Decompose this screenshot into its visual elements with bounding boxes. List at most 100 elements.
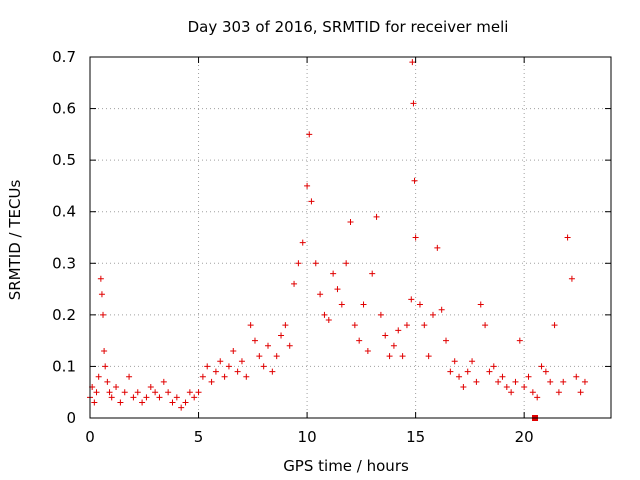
data-point xyxy=(351,322,358,329)
data-point xyxy=(195,389,202,396)
data-point xyxy=(169,399,176,406)
x-axis-ticks: 0 5 10 15 20 xyxy=(85,57,534,446)
data-point xyxy=(410,100,417,107)
data-point xyxy=(577,389,584,396)
data-point xyxy=(538,363,545,370)
data-point xyxy=(204,363,211,370)
data-point xyxy=(386,353,393,360)
data-point xyxy=(443,337,450,344)
data-point xyxy=(97,275,104,282)
data-point xyxy=(516,337,523,344)
data-point xyxy=(98,291,105,298)
data-point xyxy=(265,342,272,349)
data-point xyxy=(555,389,562,396)
data-point xyxy=(486,368,493,375)
data-point xyxy=(93,389,100,396)
data-point xyxy=(325,317,332,324)
data-point xyxy=(403,322,410,329)
data-point xyxy=(102,363,109,370)
data-point xyxy=(456,373,463,380)
y-tick-label: 0.7 xyxy=(52,48,76,66)
data-point xyxy=(147,384,154,391)
data-point xyxy=(299,239,306,246)
data-point xyxy=(547,378,554,385)
data-point xyxy=(564,234,571,241)
data-point xyxy=(217,358,224,365)
data-point xyxy=(199,373,206,380)
data-point xyxy=(286,342,293,349)
data-point xyxy=(490,363,497,370)
data-point xyxy=(438,306,445,313)
x-axis-label: GPS time / hours xyxy=(283,457,409,475)
data-point xyxy=(338,301,345,308)
data-point xyxy=(377,311,384,318)
data-point xyxy=(409,59,416,66)
data-point xyxy=(529,389,536,396)
data-point xyxy=(251,337,258,344)
data-point xyxy=(269,368,276,375)
data-point xyxy=(347,219,354,226)
data-point xyxy=(568,275,575,282)
data-point xyxy=(121,389,128,396)
data-point xyxy=(156,394,163,401)
data-point xyxy=(221,373,228,380)
data-point xyxy=(581,378,588,385)
data-point xyxy=(91,399,98,406)
data-point xyxy=(573,373,580,380)
data-point xyxy=(139,399,146,406)
data-point xyxy=(212,368,219,375)
data-point xyxy=(503,384,510,391)
data-point xyxy=(473,378,480,385)
data-point xyxy=(334,286,341,293)
data-point xyxy=(521,384,528,391)
data-point xyxy=(390,342,397,349)
data-point xyxy=(230,347,237,354)
data-point xyxy=(165,389,172,396)
data-point xyxy=(482,322,489,329)
data-point xyxy=(495,378,502,385)
data-point xyxy=(208,378,215,385)
data-point xyxy=(343,260,350,267)
data-point xyxy=(273,353,280,360)
y-tick-label: 0.6 xyxy=(52,100,76,118)
data-point xyxy=(525,373,532,380)
data-point xyxy=(425,353,432,360)
data-point xyxy=(243,373,250,380)
data-point xyxy=(291,280,298,287)
data-point xyxy=(447,368,454,375)
data-point xyxy=(499,373,506,380)
data-point xyxy=(104,378,111,385)
data-point xyxy=(178,404,185,411)
data-point xyxy=(360,301,367,308)
data-point xyxy=(542,368,549,375)
data-point xyxy=(451,358,458,365)
data-point xyxy=(225,363,232,370)
data-point xyxy=(256,353,263,360)
data-point xyxy=(416,301,423,308)
data-point xyxy=(369,270,376,277)
data-point xyxy=(408,296,415,303)
data-point xyxy=(429,311,436,318)
data-point xyxy=(460,384,467,391)
y-tick-label: 0.1 xyxy=(52,357,76,375)
data-point xyxy=(191,394,198,401)
data-point xyxy=(356,337,363,344)
data-point xyxy=(551,322,558,329)
data-point xyxy=(186,389,193,396)
data-point xyxy=(101,347,108,354)
data-points xyxy=(87,59,588,411)
data-point xyxy=(312,260,319,267)
data-point xyxy=(143,394,150,401)
data-point xyxy=(364,347,371,354)
data-point xyxy=(95,373,102,380)
x-tick-label: 20 xyxy=(515,428,534,446)
data-point xyxy=(317,291,324,298)
x-tick-label: 10 xyxy=(298,428,317,446)
grid xyxy=(90,57,611,418)
data-point xyxy=(130,394,137,401)
y-axis-label: SRMTID / TECUs xyxy=(6,180,24,301)
data-point xyxy=(469,358,476,365)
chart-title: Day 303 of 2016, SRMTID for receiver mel… xyxy=(188,18,509,36)
